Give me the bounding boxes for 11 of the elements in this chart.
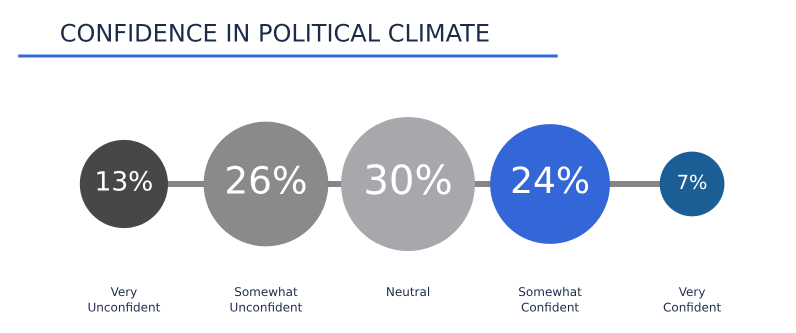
- category-label: Very Unconfident: [88, 285, 161, 315]
- data-label: 26%: [224, 158, 308, 202]
- text: CONFIDENCE IN POLITICAL CLIMATE: [60, 20, 490, 48]
- category-label: Very Confident: [662, 285, 722, 315]
- data-label: 30%: [363, 158, 453, 204]
- data-label: 24%: [510, 160, 590, 202]
- category-label: Somewhat Unconfident: [230, 285, 303, 315]
- data-label: 7%: [676, 170, 708, 194]
- category-label: Neutral: [386, 285, 430, 299]
- category-label: Somewhat Confident: [518, 285, 582, 315]
- data-label: 13%: [94, 166, 154, 198]
